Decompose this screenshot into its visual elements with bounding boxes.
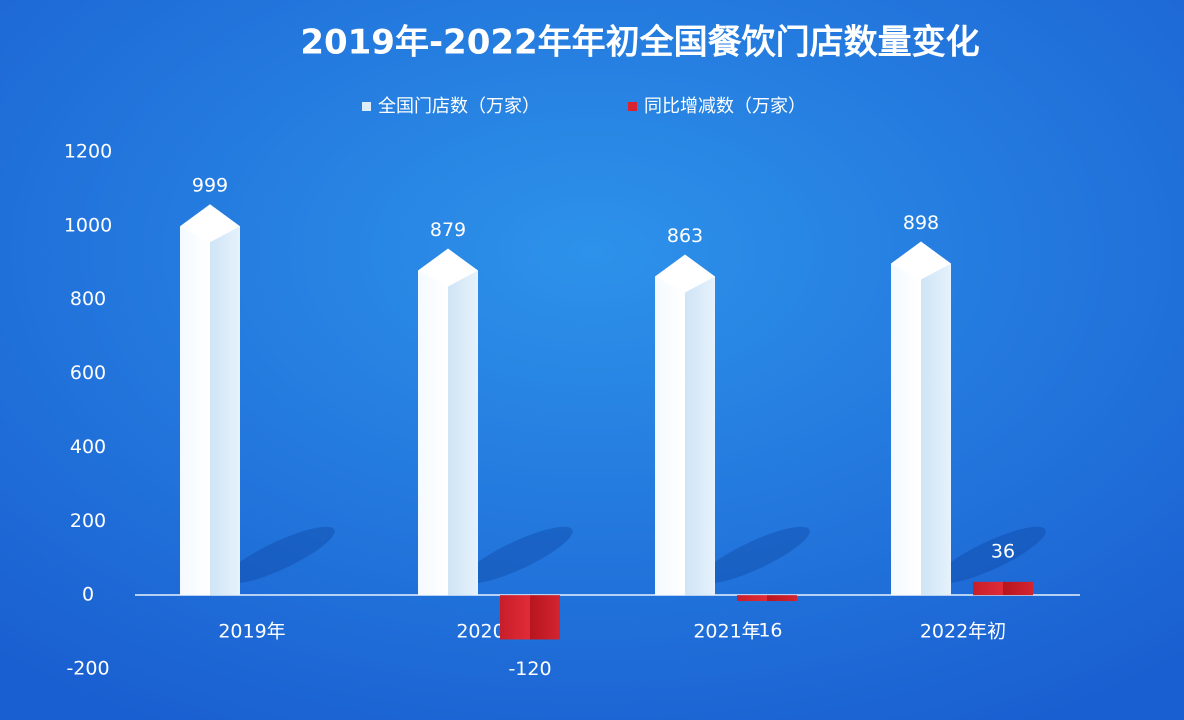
y-tick-label: 600 bbox=[70, 362, 106, 384]
y-tick-label: 200 bbox=[70, 510, 106, 532]
bar-shadow bbox=[463, 526, 573, 584]
x-tick-label: 2021年 bbox=[693, 621, 760, 643]
bar bbox=[655, 276, 715, 596]
y-tick-label: 1200 bbox=[64, 141, 112, 163]
bar bbox=[737, 595, 797, 602]
bar bbox=[973, 581, 1033, 596]
bar bbox=[180, 226, 240, 596]
legend-swatch bbox=[362, 102, 371, 111]
value-label: 36 bbox=[991, 540, 1015, 562]
value-label: -120 bbox=[508, 658, 551, 680]
x-tick-label: 2019年 bbox=[218, 621, 285, 643]
y-tick-label: 400 bbox=[70, 436, 106, 458]
y-tick-label: 0 bbox=[82, 584, 94, 606]
chart-title: 2019年-2022年年初全国餐饮门店数量变化 bbox=[300, 23, 979, 63]
value-label: 879 bbox=[430, 219, 466, 241]
y-tick-label: 1000 bbox=[64, 214, 112, 236]
y-tick-label: 800 bbox=[70, 288, 106, 310]
x-tick-label: 2022年初 bbox=[920, 621, 1006, 643]
bar bbox=[500, 595, 560, 640]
bar-cap bbox=[655, 254, 715, 293]
bar-cap bbox=[418, 248, 478, 287]
legend-label: 全国门店数（万家） bbox=[378, 96, 540, 117]
value-label: 898 bbox=[903, 212, 939, 234]
legend-label: 同比增减数（万家） bbox=[644, 96, 806, 117]
legend: 全国门店数（万家） 同比增减数（万家） bbox=[362, 96, 806, 117]
value-label: 999 bbox=[192, 175, 228, 197]
bar-shadow bbox=[225, 526, 335, 584]
bar-cap bbox=[891, 241, 951, 280]
value-label: -16 bbox=[751, 620, 782, 642]
bar bbox=[891, 263, 951, 596]
bar bbox=[418, 270, 478, 596]
bar-shadow bbox=[936, 526, 1046, 584]
value-label: 863 bbox=[667, 225, 703, 247]
bar-shadow bbox=[700, 526, 810, 584]
bar-cap bbox=[180, 204, 240, 243]
y-tick-label: -200 bbox=[66, 658, 109, 680]
legend-swatch bbox=[628, 102, 637, 111]
